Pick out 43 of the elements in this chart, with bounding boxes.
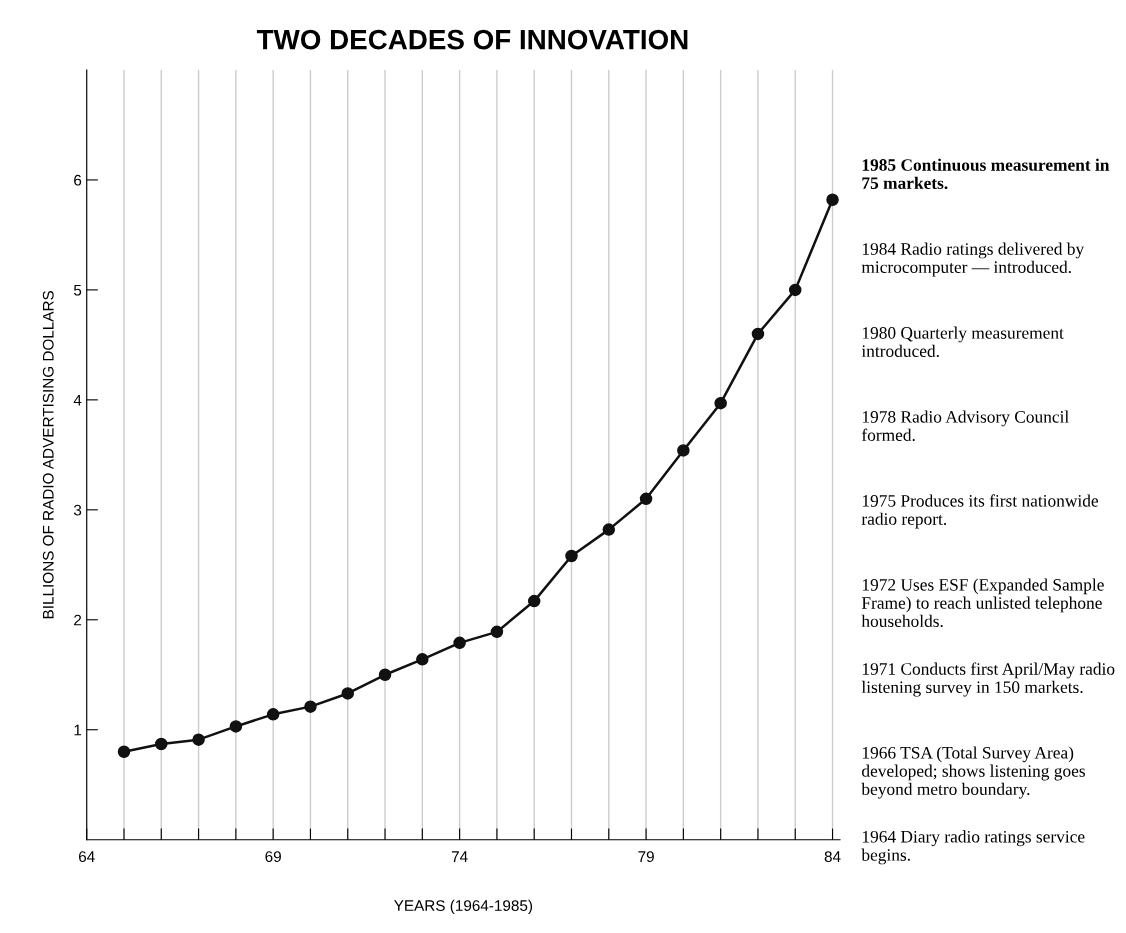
point [602, 523, 616, 536]
x-tick-label: 64 [78, 851, 95, 863]
point [751, 327, 765, 341]
point [677, 444, 690, 457]
text: 1975 Produces its first nationwide radio report. [861, 494, 1099, 529]
point [788, 283, 802, 297]
point [527, 594, 541, 608]
text: 1966 TSA (Total Survey Area) developed; shows listening goes beyond metro boundary. [861, 746, 1085, 799]
y-tick-label: 1 [74, 724, 82, 736]
text: 1978 Radio Advisory Council formed. [861, 410, 1069, 442]
point [490, 625, 504, 639]
point [416, 653, 429, 666]
y-tick-label: 4 [73, 394, 82, 406]
y-tick-label: 6 [74, 174, 82, 186]
text: 1971 Conducts first April/May radio listening survey in 150 markets. [861, 662, 1115, 697]
x-tick-label: 84 [824, 851, 841, 863]
y-tick-label: 3 [73, 504, 82, 516]
x-axis-title: YEARS (1964-1985) [394, 899, 533, 915]
text: 1972 Uses ESF (Expanded Sample Frame) to reach unlisted telephone households. [861, 578, 1104, 628]
point [565, 549, 578, 563]
point [192, 733, 205, 746]
point [266, 708, 280, 721]
text: 1980 Quarterly measurement introduced. [861, 326, 1064, 358]
point [229, 720, 243, 733]
text: 1964 Diary radio ratings service begins. [861, 830, 1085, 865]
y-axis-title: BILLIONS OF RADIO ADVERTISING DOLLARS [42, 290, 54, 619]
point [826, 193, 839, 206]
x-tick-label: 74 [451, 851, 468, 862]
point [304, 700, 317, 713]
point [155, 737, 168, 751]
text: 1984 Radio ratings delivered by microcomputer — introduced. [861, 242, 1085, 277]
point [117, 745, 131, 758]
point [714, 396, 727, 410]
chart-title: TWO DECADES OF INNOVATION [256, 29, 688, 50]
point [453, 636, 466, 650]
point [341, 687, 354, 700]
x-tick-label: 69 [265, 851, 281, 863]
y-tick-label: 5 [73, 284, 82, 296]
y-tick-label: 2 [74, 614, 82, 626]
point [378, 668, 392, 682]
point [639, 492, 653, 506]
x-tick-label: 79 [638, 851, 654, 863]
text: 1985 Continuous measurement in 75 markets. [862, 158, 1110, 190]
